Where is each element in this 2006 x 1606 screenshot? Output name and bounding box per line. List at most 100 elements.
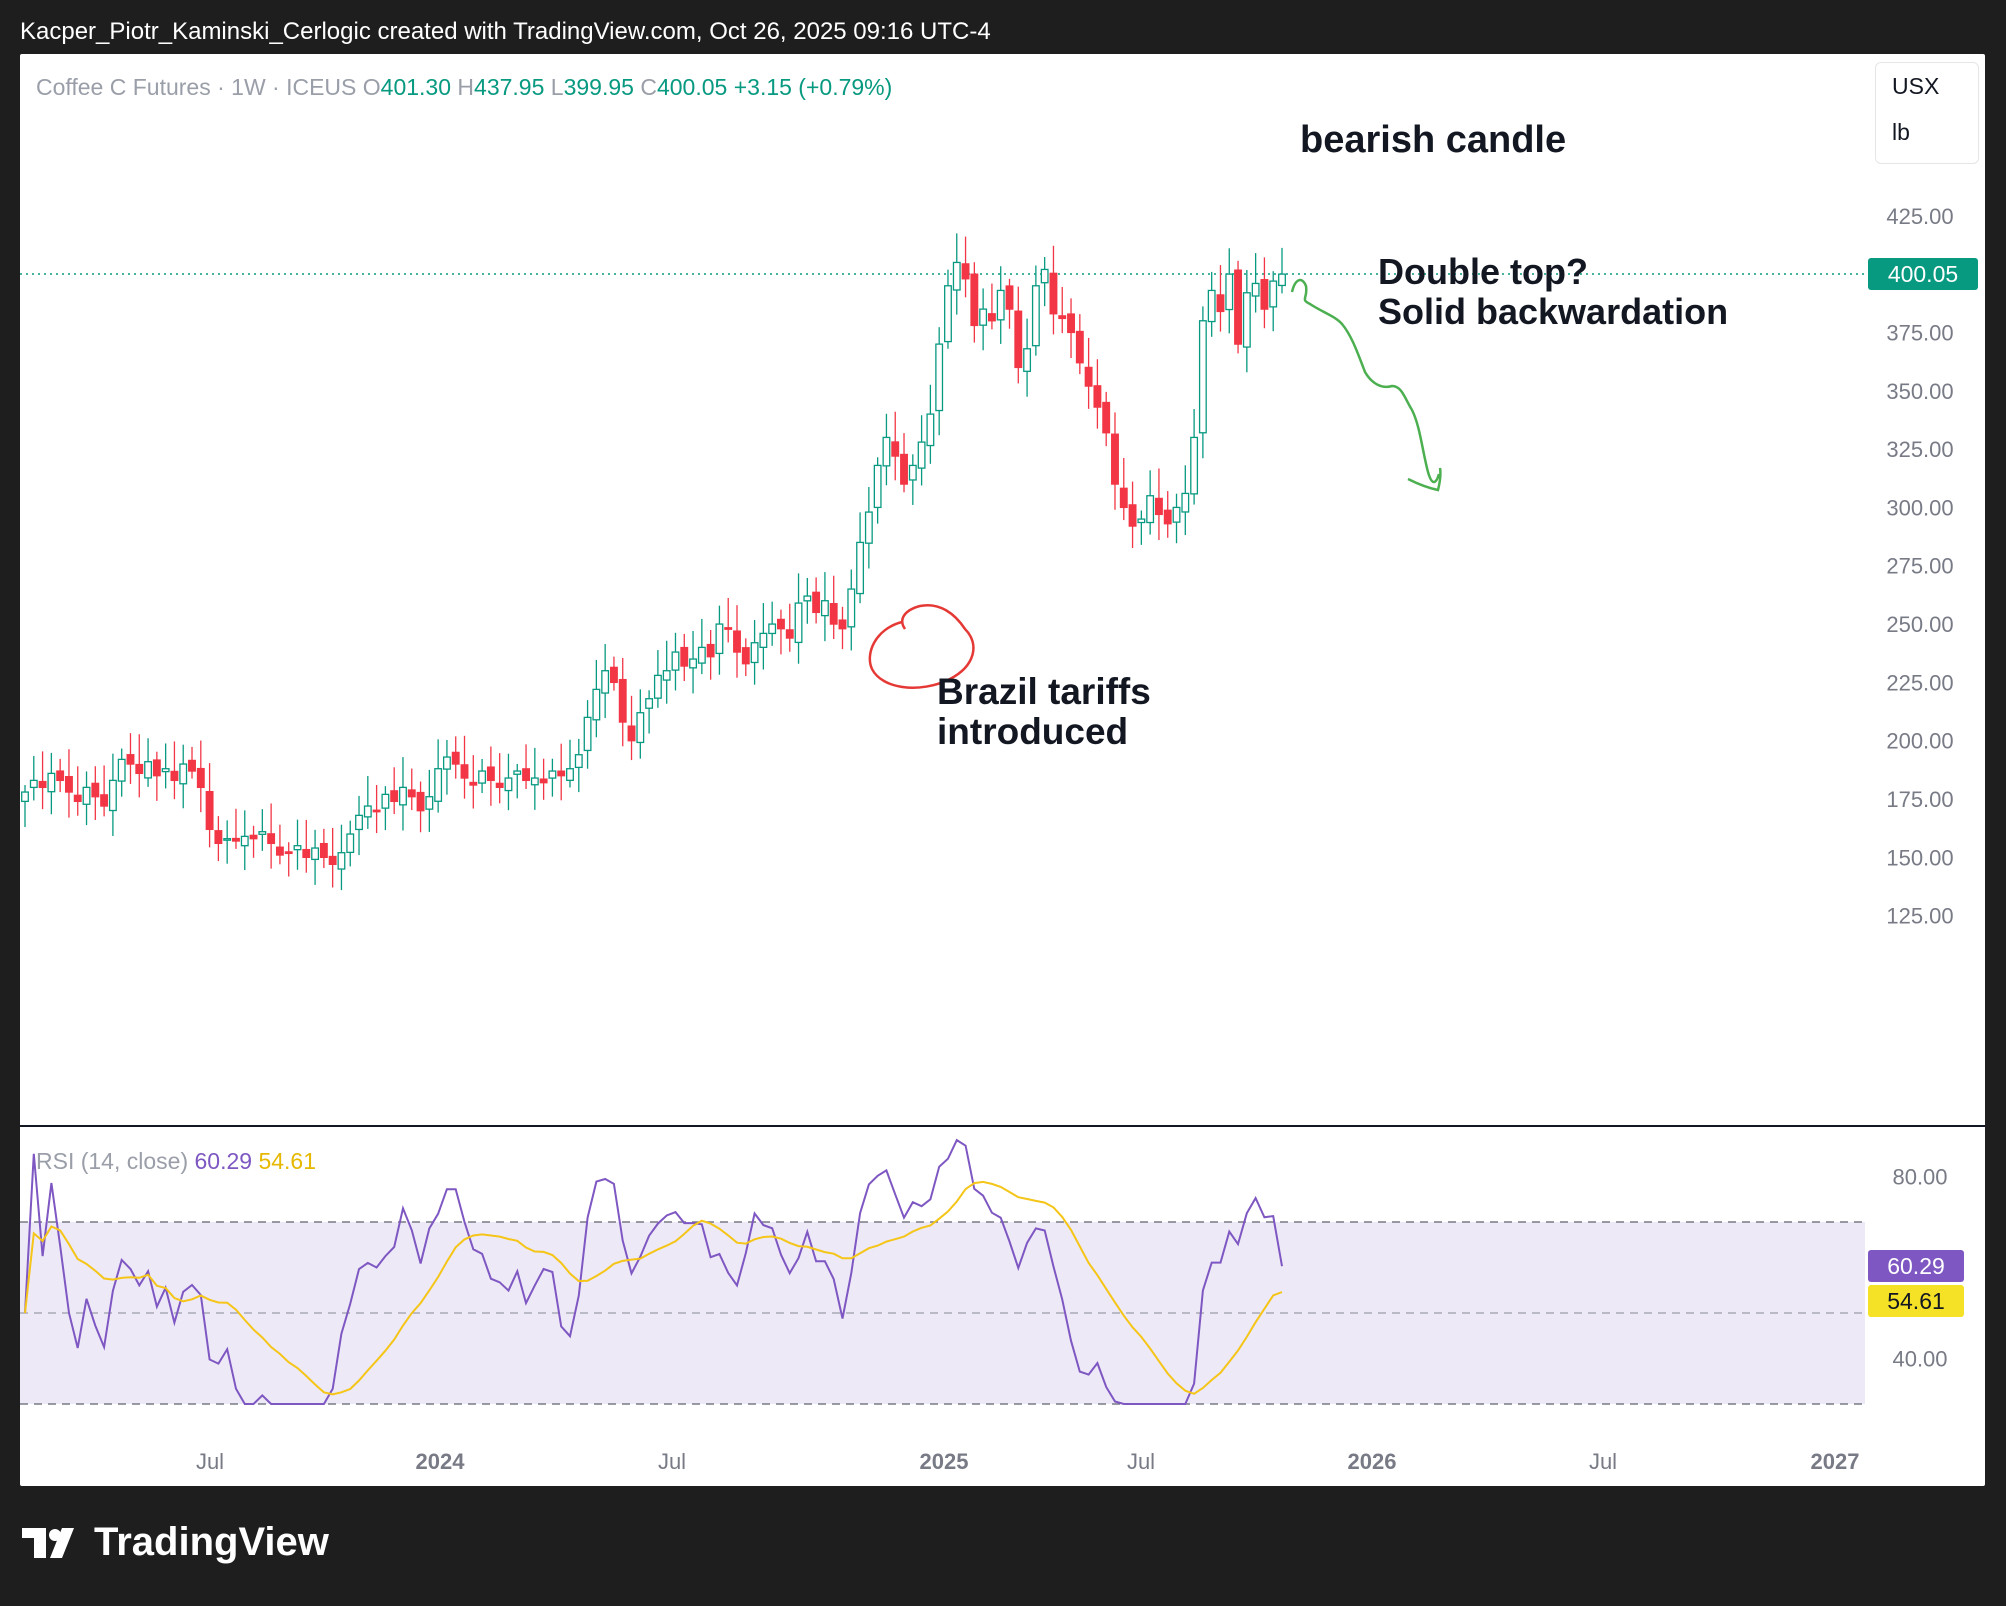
time-tick: 2026 [1348, 1449, 1397, 1474]
candle-body [372, 809, 381, 813]
candle-body [126, 754, 135, 765]
candle-body [794, 602, 803, 644]
candle-body [680, 646, 689, 667]
candle-body [987, 313, 996, 322]
candle-body [689, 658, 698, 669]
candle-body [1040, 268, 1049, 284]
candle-body [856, 541, 865, 595]
candle-body [900, 453, 908, 485]
candle-body [442, 756, 451, 770]
rsi-tick: 40.00 [1892, 1347, 1947, 1372]
chart-canvas[interactable]: 425.00400.00375.00350.00325.00300.00275.… [20, 54, 1985, 1486]
candle-body [451, 751, 460, 765]
unit-label[interactable]: lb [1892, 119, 1910, 145]
candle-body [970, 273, 979, 327]
price-tick: 225.00 [1886, 670, 1953, 695]
rsi-ma-line [24, 1180, 1283, 1396]
candle-body [609, 666, 618, 684]
candle-body [205, 790, 214, 831]
candle-body [724, 627, 733, 630]
candle-body [144, 761, 153, 779]
annotation-double-top: Double top? [1378, 251, 1588, 292]
close-value: 400.05 [656, 74, 728, 100]
price-tick: 250.00 [1886, 612, 1953, 637]
candle-body [434, 768, 443, 802]
candle-body [715, 623, 724, 655]
unit-selector[interactable]: USX lb [1875, 62, 1979, 164]
candle-body [820, 600, 829, 617]
chart-panel[interactable]: 425.00400.00375.00350.00325.00300.00275.… [20, 54, 1985, 1486]
candle-body [346, 833, 355, 854]
candle-body [258, 831, 267, 835]
price-tick: 175.00 [1886, 787, 1953, 812]
candle-body [513, 770, 522, 775]
rsi-line [24, 1138, 1283, 1405]
candle-body [399, 786, 407, 806]
candle-body [469, 781, 478, 786]
currency-label[interactable]: USX [1892, 73, 1940, 99]
candle-body [249, 834, 258, 840]
candle-body [1251, 282, 1260, 297]
candle-body [803, 595, 812, 602]
projected-path [1290, 278, 1442, 492]
rsi-label: RSI (14, close) [36, 1148, 189, 1174]
candle-body [1031, 285, 1040, 347]
candle-body [38, 780, 47, 789]
rsi-legend: RSI (14, close) 60.29 54.61 [36, 1148, 316, 1175]
rsi-tick: 80.00 [1892, 1165, 1947, 1190]
candle-body [196, 767, 205, 789]
candle-body [460, 764, 469, 779]
candle-body [671, 651, 680, 671]
candle-body [583, 716, 592, 752]
candle-body [1023, 348, 1032, 372]
price-tick: 275.00 [1886, 554, 1953, 579]
candle-body [240, 835, 249, 847]
candle-body [135, 763, 144, 775]
candle-body [1128, 504, 1137, 527]
candle-body [1084, 366, 1093, 387]
rsi-layer [24, 1138, 1283, 1405]
candle-body [1154, 497, 1163, 516]
candle-body [882, 436, 891, 467]
candle-body [706, 643, 715, 658]
candle-body [548, 770, 557, 779]
candle-body [170, 770, 179, 782]
candle-body [82, 786, 91, 805]
candle-body [188, 759, 196, 772]
candle-body [812, 591, 821, 614]
symbol-legend: Coffee C Futures · 1W · ICEUS O401.30 H4… [36, 74, 892, 101]
price-tick: 325.00 [1886, 437, 1953, 462]
candle-body [486, 766, 495, 782]
candle-body [108, 779, 117, 812]
rsi-value-tag-text: 60.29 [1887, 1253, 1945, 1279]
price-tick: 375.00 [1886, 320, 1953, 345]
close-label: C [640, 74, 657, 100]
candle-body [1172, 506, 1181, 523]
candle-body [117, 758, 126, 782]
candle-body [152, 759, 161, 777]
candle-body [530, 777, 539, 786]
candle-body [1260, 279, 1269, 310]
candle-body [232, 837, 240, 842]
candle-body [944, 285, 952, 343]
candle-body [337, 852, 346, 870]
candle-body [495, 782, 504, 789]
candle-body [56, 770, 65, 782]
candle-body [1278, 273, 1286, 287]
candle-body [557, 770, 566, 777]
candle-body [1005, 285, 1014, 310]
annotation-bearish-candle: bearish candle [1300, 119, 1567, 161]
annotation-introduced: introduced [937, 711, 1129, 752]
price-tick: 200.00 [1886, 729, 1953, 754]
candle-body [293, 845, 302, 851]
candle-body [328, 855, 337, 866]
candle-body [952, 261, 961, 291]
time-tick: 2025 [920, 1449, 969, 1474]
tradingview-logo[interactable]: TradingView [22, 1520, 329, 1565]
candle-body [416, 791, 425, 812]
time-tick: Jul [196, 1449, 224, 1474]
candle-body [100, 794, 109, 807]
candle-body [1119, 487, 1128, 509]
candle-body [741, 647, 750, 665]
candle-body [1014, 310, 1023, 369]
